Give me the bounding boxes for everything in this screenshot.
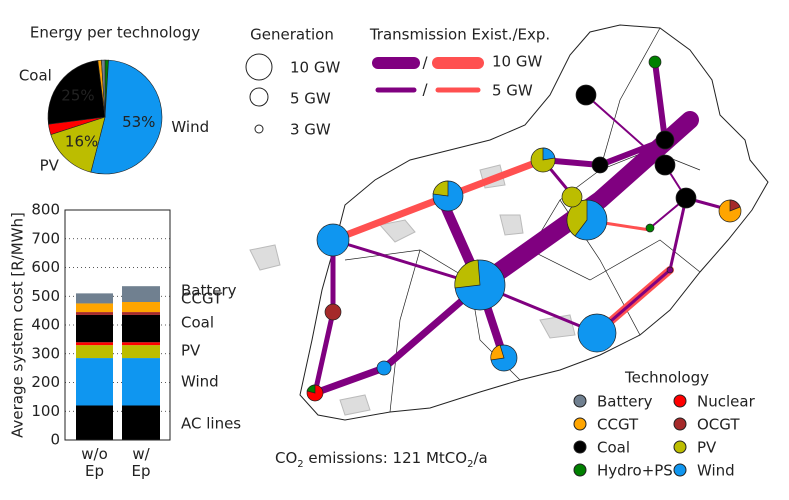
series-label: Battery xyxy=(181,282,237,300)
legend-swatch xyxy=(573,463,587,477)
y-tick-label: 300 xyxy=(31,344,60,362)
y-tick-label: 500 xyxy=(31,287,60,305)
legend-label: PV xyxy=(697,439,717,457)
bar-segment xyxy=(122,286,160,302)
map-legends: Generation 10 GW 5 GW 3 GW Transmission … xyxy=(245,26,709,470)
bar-segment xyxy=(76,293,113,304)
pie-title: Energy per technology xyxy=(30,24,200,42)
x-tick-label: w/o Ep xyxy=(81,445,108,480)
separator: / xyxy=(422,54,428,72)
bar-segment xyxy=(76,345,113,359)
x-tick-line: w/ xyxy=(132,445,150,463)
y-tick-label: 700 xyxy=(31,229,60,247)
y-tick-label: 400 xyxy=(31,316,60,334)
country-outline xyxy=(299,24,769,421)
pie-slice xyxy=(101,59,106,118)
y-tick-label: 800 xyxy=(31,201,60,219)
y-tick-label: 600 xyxy=(31,258,60,276)
pie-slice xyxy=(47,60,106,125)
emissions-part: CO xyxy=(275,449,297,467)
size-key xyxy=(254,124,264,134)
x-tick-label: w/Ep xyxy=(132,445,151,480)
node-pies xyxy=(306,55,742,402)
legend-label: Hydro+PS xyxy=(597,462,673,480)
legend-swatch xyxy=(573,394,587,408)
technology-title: Technology xyxy=(624,369,709,387)
legend-swatch xyxy=(573,417,587,431)
bar-segment xyxy=(122,358,160,406)
bar-segment xyxy=(76,405,113,440)
pie-slice xyxy=(50,116,106,173)
bar-segment xyxy=(122,342,160,346)
legend-label: OCGT xyxy=(697,416,740,434)
bar-segment xyxy=(122,345,160,359)
transmission-title: Transmission Exist./Exp. xyxy=(369,26,550,44)
legend-label: Battery xyxy=(597,393,653,411)
legend-swatch xyxy=(673,440,687,454)
y-axis-label: Average system cost [R/MWh] xyxy=(9,212,27,438)
legend-swatch xyxy=(673,417,687,431)
bar-segment xyxy=(122,405,160,440)
pie-value-label: 25% xyxy=(61,87,94,105)
y-tick-label: 200 xyxy=(31,373,60,391)
pie-value-label: 16% xyxy=(65,132,98,150)
emissions-part: emissions: 121 MtCO xyxy=(304,449,467,467)
grey-areas xyxy=(249,164,576,416)
bar-segment xyxy=(76,303,113,313)
bar-segment xyxy=(122,312,160,315)
legend-label: Coal xyxy=(597,439,630,457)
series-label: PV xyxy=(181,342,201,360)
size-key xyxy=(249,87,269,107)
pie-value-label: 53% xyxy=(122,113,155,131)
legend-label: Nuclear xyxy=(697,393,756,411)
emissions-part: /a xyxy=(473,449,487,467)
emissions-part: 2 xyxy=(297,459,303,470)
size-label: 5 GW xyxy=(290,90,331,108)
bar-segment xyxy=(76,358,113,406)
bar-segment xyxy=(76,314,113,343)
pie-label: Wind xyxy=(171,118,209,136)
pie-label: PV xyxy=(40,157,60,175)
size-key xyxy=(245,53,273,81)
legend-swatch xyxy=(573,440,587,454)
separator: / xyxy=(422,81,428,99)
bar-segment xyxy=(76,312,113,315)
line-label: 10 GW xyxy=(492,53,542,71)
bar-segment xyxy=(122,314,160,343)
generation-title: Generation xyxy=(250,26,334,44)
bar-segment xyxy=(76,342,113,346)
series-label: CCGT xyxy=(181,290,223,308)
series-label: Coal xyxy=(181,314,214,332)
legend-label: CCGT xyxy=(597,416,639,434)
x-tick-line: Ep xyxy=(132,462,151,480)
legend-swatch xyxy=(673,394,687,408)
size-label: 10 GW xyxy=(290,59,340,77)
legend-label: Wind xyxy=(697,462,735,480)
axes-frame xyxy=(64,209,171,441)
y-tick-label: 100 xyxy=(31,402,60,420)
line-label: 5 GW xyxy=(492,82,533,100)
size-label: 3 GW xyxy=(290,121,331,139)
pie-label: Coal xyxy=(19,66,52,84)
emissions-part: 2 xyxy=(467,459,473,470)
bar-segment xyxy=(122,302,160,313)
x-tick-line: Ep xyxy=(85,462,104,480)
series-label: Wind xyxy=(181,373,219,391)
x-tick-line: w/o xyxy=(81,445,108,463)
emissions: CO2 emissions: 121 MtCO2/a xyxy=(275,449,488,470)
legend-swatch xyxy=(673,463,687,477)
series-label: AC lines xyxy=(181,415,241,433)
map xyxy=(249,24,769,421)
pie-slice xyxy=(90,59,163,175)
y-tick-label: 0 xyxy=(50,431,60,449)
